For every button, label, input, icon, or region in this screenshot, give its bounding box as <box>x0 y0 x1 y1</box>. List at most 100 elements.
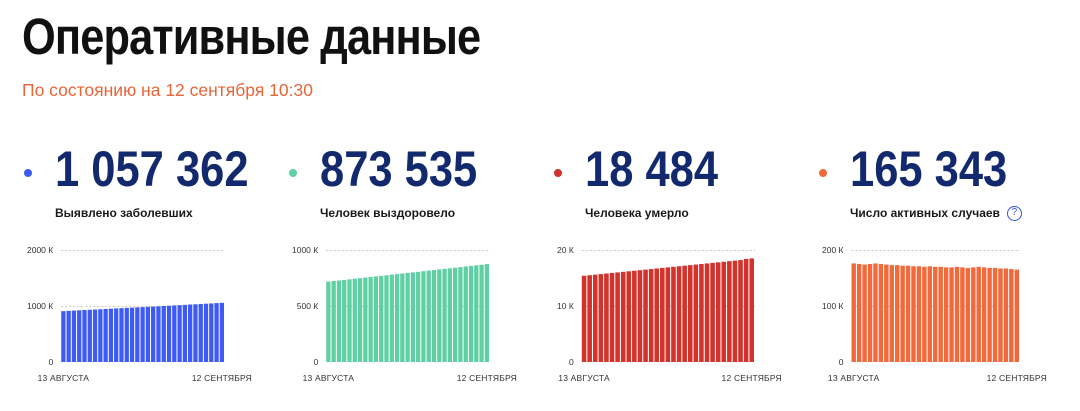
y-tick-label: 1000 К <box>292 245 318 255</box>
bar <box>209 303 214 362</box>
bar <box>894 265 900 362</box>
bar <box>108 308 114 362</box>
bar <box>992 267 998 362</box>
bar <box>867 264 873 362</box>
bar <box>336 280 342 362</box>
bar <box>182 304 188 362</box>
x-tick-label: 13 АВГУСТА <box>558 373 610 383</box>
bar <box>193 304 198 362</box>
bar <box>389 274 394 362</box>
bar <box>749 258 754 362</box>
bar <box>442 268 447 362</box>
bar <box>637 270 643 362</box>
bar <box>738 260 743 362</box>
series-dot <box>553 169 562 177</box>
bar <box>884 264 889 362</box>
stat-value: 18 484 <box>585 141 719 197</box>
bar <box>347 279 352 362</box>
bar <box>119 308 124 362</box>
bar <box>82 310 87 362</box>
bar <box>665 267 671 362</box>
stat-value: 873 535 <box>320 141 478 197</box>
y-tick-label: 0 <box>314 357 319 367</box>
x-tick-label: 12 СЕНТЯБРЯ <box>987 373 1047 383</box>
bar <box>943 267 949 362</box>
bar <box>938 266 943 362</box>
bar <box>145 306 151 362</box>
bar <box>453 267 458 362</box>
x-tick-label: 12 СЕНТЯБРЯ <box>722 373 782 383</box>
bar <box>905 265 911 362</box>
bar <box>620 271 626 362</box>
bar <box>92 309 98 362</box>
bar <box>156 306 161 362</box>
bar <box>214 303 219 362</box>
bar <box>743 258 749 362</box>
bar <box>732 260 738 362</box>
bar <box>727 261 732 362</box>
bar <box>98 309 103 362</box>
bar <box>114 308 119 362</box>
bar <box>426 270 431 362</box>
y-tick-label: 200 К <box>822 245 844 255</box>
bar <box>447 268 453 362</box>
stat-label-row: Человека умерло <box>585 205 689 221</box>
bar <box>671 266 676 362</box>
bar <box>77 310 82 362</box>
y-tick-label: 100 К <box>822 301 844 311</box>
bar <box>384 275 389 362</box>
x-tick-label: 12 СЕНТЯБРЯ <box>457 373 517 383</box>
bar <box>61 311 66 362</box>
y-tick-label: 2000 К <box>27 245 53 255</box>
bar <box>721 261 727 362</box>
question-circle-icon[interactable]: ? <box>1006 205 1022 221</box>
bar <box>368 276 373 362</box>
bar <box>704 263 710 362</box>
stat-label-row: Человек выздоровело <box>320 205 455 221</box>
x-tick-label: 13 АВГУСТА <box>303 373 355 383</box>
bar <box>103 308 108 362</box>
stat-label-row: Выявлено заболевших <box>55 205 193 221</box>
bar <box>900 265 905 362</box>
bar <box>342 279 347 362</box>
bar <box>949 267 954 362</box>
bar <box>172 305 177 362</box>
y-tick-label: 20 К <box>557 245 574 255</box>
bar <box>699 264 704 362</box>
bar <box>615 272 620 362</box>
page-title: Оперативные данные <box>22 8 481 65</box>
stat-label: Человека умерло <box>585 206 689 220</box>
bar <box>431 270 437 362</box>
y-tick-label: 500 К <box>297 301 319 311</box>
x-tick-label: 13 АВГУСТА <box>828 373 880 383</box>
bar <box>410 272 416 362</box>
bar <box>151 306 156 362</box>
bar <box>177 305 182 362</box>
bar <box>987 267 992 362</box>
bar <box>66 310 71 362</box>
bar <box>954 266 960 362</box>
bar <box>474 265 479 362</box>
y-tick-label: 0 <box>839 357 844 367</box>
y-tick-label: 0 <box>569 357 574 367</box>
stat-recovered: 873 535 Человек выздоровело 0 500 К 1000 К… <box>287 0 545 411</box>
stat-label: Число активных случаев <box>850 206 1000 220</box>
bar <box>965 267 971 362</box>
bar <box>873 263 878 362</box>
bar <box>357 278 363 362</box>
confirmed-bar-chart: 0 1000 К 2000 К 13 АВГУСТА 12 СЕНТЯБРЯ <box>27 245 252 383</box>
series-dot <box>288 169 297 177</box>
bar <box>1009 269 1014 362</box>
bar <box>660 267 665 362</box>
stat-active: 165 343 Число активных случаев ? 0 100 К 2… <box>817 0 1075 411</box>
question-mark-glyph: ? <box>1011 207 1018 218</box>
bar <box>878 264 884 362</box>
x-tick-label: 12 СЕНТЯБРЯ <box>192 373 252 383</box>
bar <box>166 305 172 362</box>
bar <box>203 303 209 362</box>
x-tick-label: 13 АВГУСТА <box>38 373 90 383</box>
bar <box>437 269 442 362</box>
bar <box>463 266 468 362</box>
bar <box>379 275 384 362</box>
